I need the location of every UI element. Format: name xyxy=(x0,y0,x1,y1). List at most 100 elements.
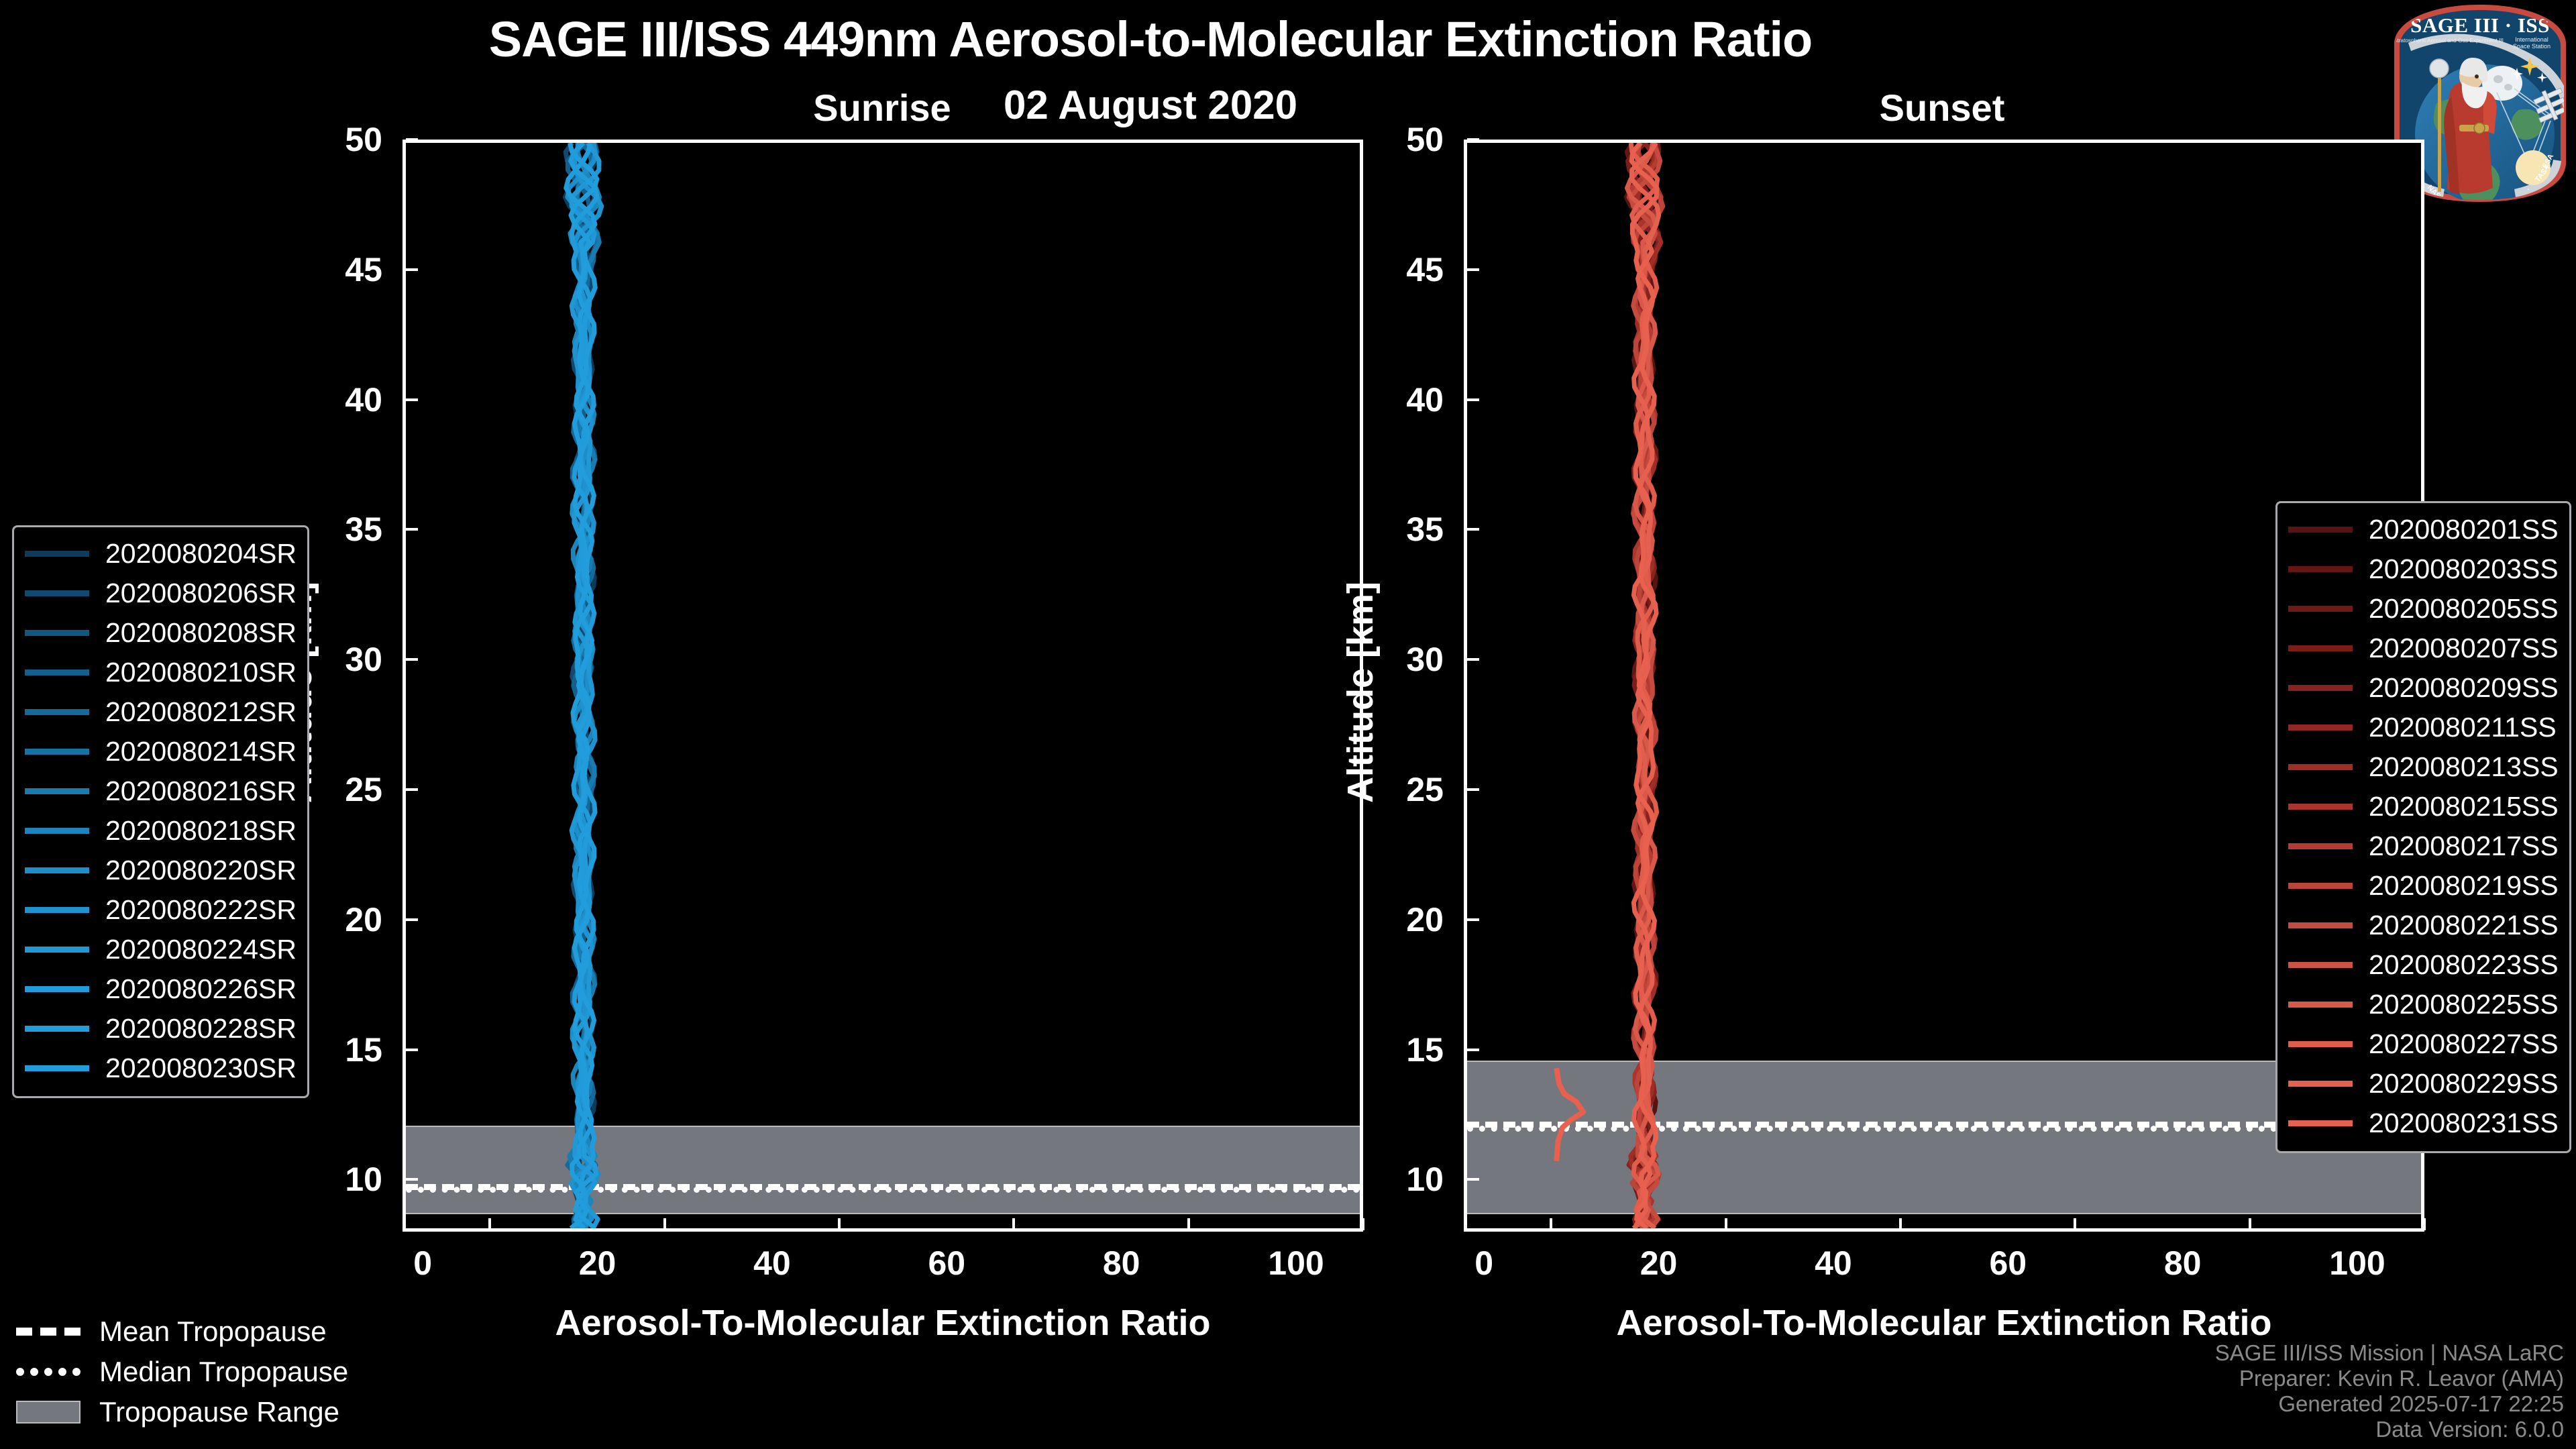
legend-item-2020080207SS[interactable]: 2020080207SS xyxy=(2288,629,2559,668)
legend-item-median-tropopause: Median Tropopause xyxy=(16,1352,348,1392)
svg-text:Space Station: Space Station xyxy=(2513,43,2551,50)
legend-label-2020080220SR: 2020080220SR xyxy=(105,855,297,885)
legend-item-2020080221SS[interactable]: 2020080221SS xyxy=(2288,906,2559,945)
legend-item-2020080219SS[interactable]: 2020080219SS xyxy=(2288,866,2559,906)
sunset-ytick-label-30: 30 xyxy=(1406,641,1444,679)
sunrise-ytick-mark-10 xyxy=(406,1178,418,1181)
legend-color-swatch xyxy=(2288,922,2353,928)
legend-item-2020080222SR[interactable]: 2020080222SR xyxy=(25,890,297,930)
legend-item-2020080213SS[interactable]: 2020080213SS xyxy=(2288,747,2559,787)
sunset-xtick-label-0: 0 xyxy=(1474,1244,1494,1282)
legend-label-2020080206SR: 2020080206SR xyxy=(105,578,297,608)
legend-item-tropopause-range: Tropopause Range xyxy=(16,1392,348,1432)
legend-item-2020080208SR[interactable]: 2020080208SR xyxy=(25,613,297,653)
legend-item-2020080217SS[interactable]: 2020080217SS xyxy=(2288,826,2559,866)
legend-color-swatch xyxy=(2288,843,2353,849)
legend-label-2020080204SR: 2020080204SR xyxy=(105,538,297,569)
legend-label-2020080229SS: 2020080229SS xyxy=(2369,1068,2559,1099)
legend-item-2020080210SR[interactable]: 2020080210SR xyxy=(25,653,297,692)
legend-item-2020080226SR[interactable]: 2020080226SR xyxy=(25,969,297,1009)
sunrise-xtick-label-100: 100 xyxy=(1268,1244,1324,1282)
sunset-y-axis-title: Altitude [km] xyxy=(1340,582,1381,803)
legend-item-2020080230SR[interactable]: 2020080230SR xyxy=(25,1049,297,1088)
legend-item-2020080201SS[interactable]: 2020080201SS xyxy=(2288,510,2559,549)
sunrise-ytick-mark-25 xyxy=(406,788,418,792)
sunset-ytick-label-50: 50 xyxy=(1406,121,1444,158)
sunrise-ytick-mark-20 xyxy=(406,918,418,921)
legend-item-2020080203SS[interactable]: 2020080203SS xyxy=(2288,549,2559,589)
legend-item-2020080231SS[interactable]: 2020080231SS xyxy=(2288,1104,2559,1143)
sunrise-xtick-mark-20 xyxy=(663,1218,666,1230)
observation-date: 02 August 2020 xyxy=(1004,83,1297,127)
sunrise-panel-label: Sunrise xyxy=(813,87,951,129)
sunset-ytick-mark-35 xyxy=(1467,528,1479,531)
legend-label-2020080231SS: 2020080231SS xyxy=(2369,1108,2559,1138)
sunrise-ytick-label-45: 45 xyxy=(345,250,382,288)
legend-item-2020080220SR[interactable]: 2020080220SR xyxy=(25,851,297,890)
legend-label-2020080207SS: 2020080207SS xyxy=(2369,633,2559,663)
legend-color-swatch xyxy=(2288,1081,2353,1087)
sunset-x-axis-title: Aerosol-To-Molecular Extinction Ratio xyxy=(1616,1303,2272,1343)
legend-item-2020080229SS[interactable]: 2020080229SS xyxy=(2288,1064,2559,1104)
legend-item-2020080228SR[interactable]: 2020080228SR xyxy=(25,1009,297,1049)
legend-label-2020080209SS: 2020080209SS xyxy=(2369,672,2559,703)
legend-color-swatch xyxy=(2288,685,2353,691)
legend-item-2020080227SS[interactable]: 2020080227SS xyxy=(2288,1024,2559,1064)
sunset-profile-2020080231SS xyxy=(1629,143,1660,1228)
sunset-xtick-mark-40 xyxy=(1898,1218,1902,1230)
sunset-ytick-mark-15 xyxy=(1467,1048,1479,1051)
sunrise-ytick-label-35: 35 xyxy=(345,511,382,549)
legend-item-2020080206SR[interactable]: 2020080206SR xyxy=(25,574,297,613)
legend-color-swatch xyxy=(2288,527,2353,533)
legend-color-swatch xyxy=(2288,883,2353,889)
legend-item-2020080204SR[interactable]: 2020080204SR xyxy=(25,534,297,574)
legend-item-2020080211SS[interactable]: 2020080211SS xyxy=(2288,708,2559,747)
sunset-median-tropopause-line xyxy=(1467,1126,2421,1132)
legend-label-2020080222SR: 2020080222SR xyxy=(105,894,297,925)
legend-item-2020080205SS[interactable]: 2020080205SS xyxy=(2288,589,2559,629)
legend-item-2020080215SS[interactable]: 2020080215SS xyxy=(2288,787,2559,826)
sunset-plot-area xyxy=(1464,140,2424,1232)
legend-label-2020080217SS: 2020080217SS xyxy=(2369,830,2559,861)
legend-label-2020080203SS: 2020080203SS xyxy=(2369,553,2559,584)
sunrise-xtick-mark-0 xyxy=(488,1218,492,1230)
legend-label-2020080215SS: 2020080215SS xyxy=(2369,791,2559,822)
legend-item-2020080224SR[interactable]: 2020080224SR xyxy=(25,930,297,969)
legend-item-2020080216SR[interactable]: 2020080216SR xyxy=(25,771,297,811)
legend-item-2020080218SR[interactable]: 2020080218SR xyxy=(25,811,297,851)
sunset-profile-excursion xyxy=(1554,1067,1587,1162)
legend-color-swatch xyxy=(25,669,89,676)
sunrise-xtick-label-40: 40 xyxy=(753,1244,791,1282)
legend-label-2020080208SR: 2020080208SR xyxy=(105,617,297,648)
sunset-ytick-label-20: 20 xyxy=(1406,900,1444,938)
sunrise-series-legend[interactable]: 2020080204SR 2020080206SR 2020080208SR 2020… xyxy=(12,525,309,1098)
dashed-line-icon xyxy=(16,1328,80,1336)
sunset-xtick-label-40: 40 xyxy=(1815,1244,1852,1282)
legend-color-swatch xyxy=(25,986,89,992)
sunrise-ytick-mark-50 xyxy=(406,138,418,141)
legend-color-swatch xyxy=(25,551,89,557)
sunrise-xtick-label-0: 0 xyxy=(413,1244,433,1282)
legend-label-2020080230SR: 2020080230SR xyxy=(105,1053,297,1083)
sunrise-xtick-mark-60 xyxy=(1012,1218,1016,1230)
legend-label-2020080221SS: 2020080221SS xyxy=(2369,910,2559,941)
legend-item-2020080225SS[interactable]: 2020080225SS xyxy=(2288,985,2559,1024)
sunset-xtick-label-20: 20 xyxy=(1640,1244,1678,1282)
sunset-ytick-mark-40 xyxy=(1467,398,1479,401)
sunrise-xtick-mark-80 xyxy=(1187,1218,1190,1230)
legend-item-2020080214SR[interactable]: 2020080214SR xyxy=(25,732,297,771)
legend-color-swatch xyxy=(25,630,89,636)
legend-color-swatch xyxy=(25,867,89,873)
legend-item-2020080223SS[interactable]: 2020080223SS xyxy=(2288,945,2559,985)
legend-color-swatch xyxy=(2288,804,2353,810)
sunset-ytick-label-25: 25 xyxy=(1406,771,1444,809)
legend-label-2020080225SS: 2020080225SS xyxy=(2369,989,2559,1020)
sunrise-ytick-mark-45 xyxy=(406,268,418,271)
sunrise-ytick-label-30: 30 xyxy=(345,641,382,679)
sunset-series-legend[interactable]: 2020080201SS 2020080203SS 2020080205SS 2020… xyxy=(2275,501,2571,1153)
legend-item-2020080212SR[interactable]: 2020080212SR xyxy=(25,692,297,732)
page-title: SAGE III/ISS 449nm Aerosol-to-Molecular … xyxy=(488,11,1813,67)
legend-item-2020080209SS[interactable]: 2020080209SS xyxy=(2288,668,2559,708)
credits-line-preparer: Preparer: Kevin R. Leavor (AMA) xyxy=(2239,1366,2564,1391)
legend-color-swatch xyxy=(2288,645,2353,651)
